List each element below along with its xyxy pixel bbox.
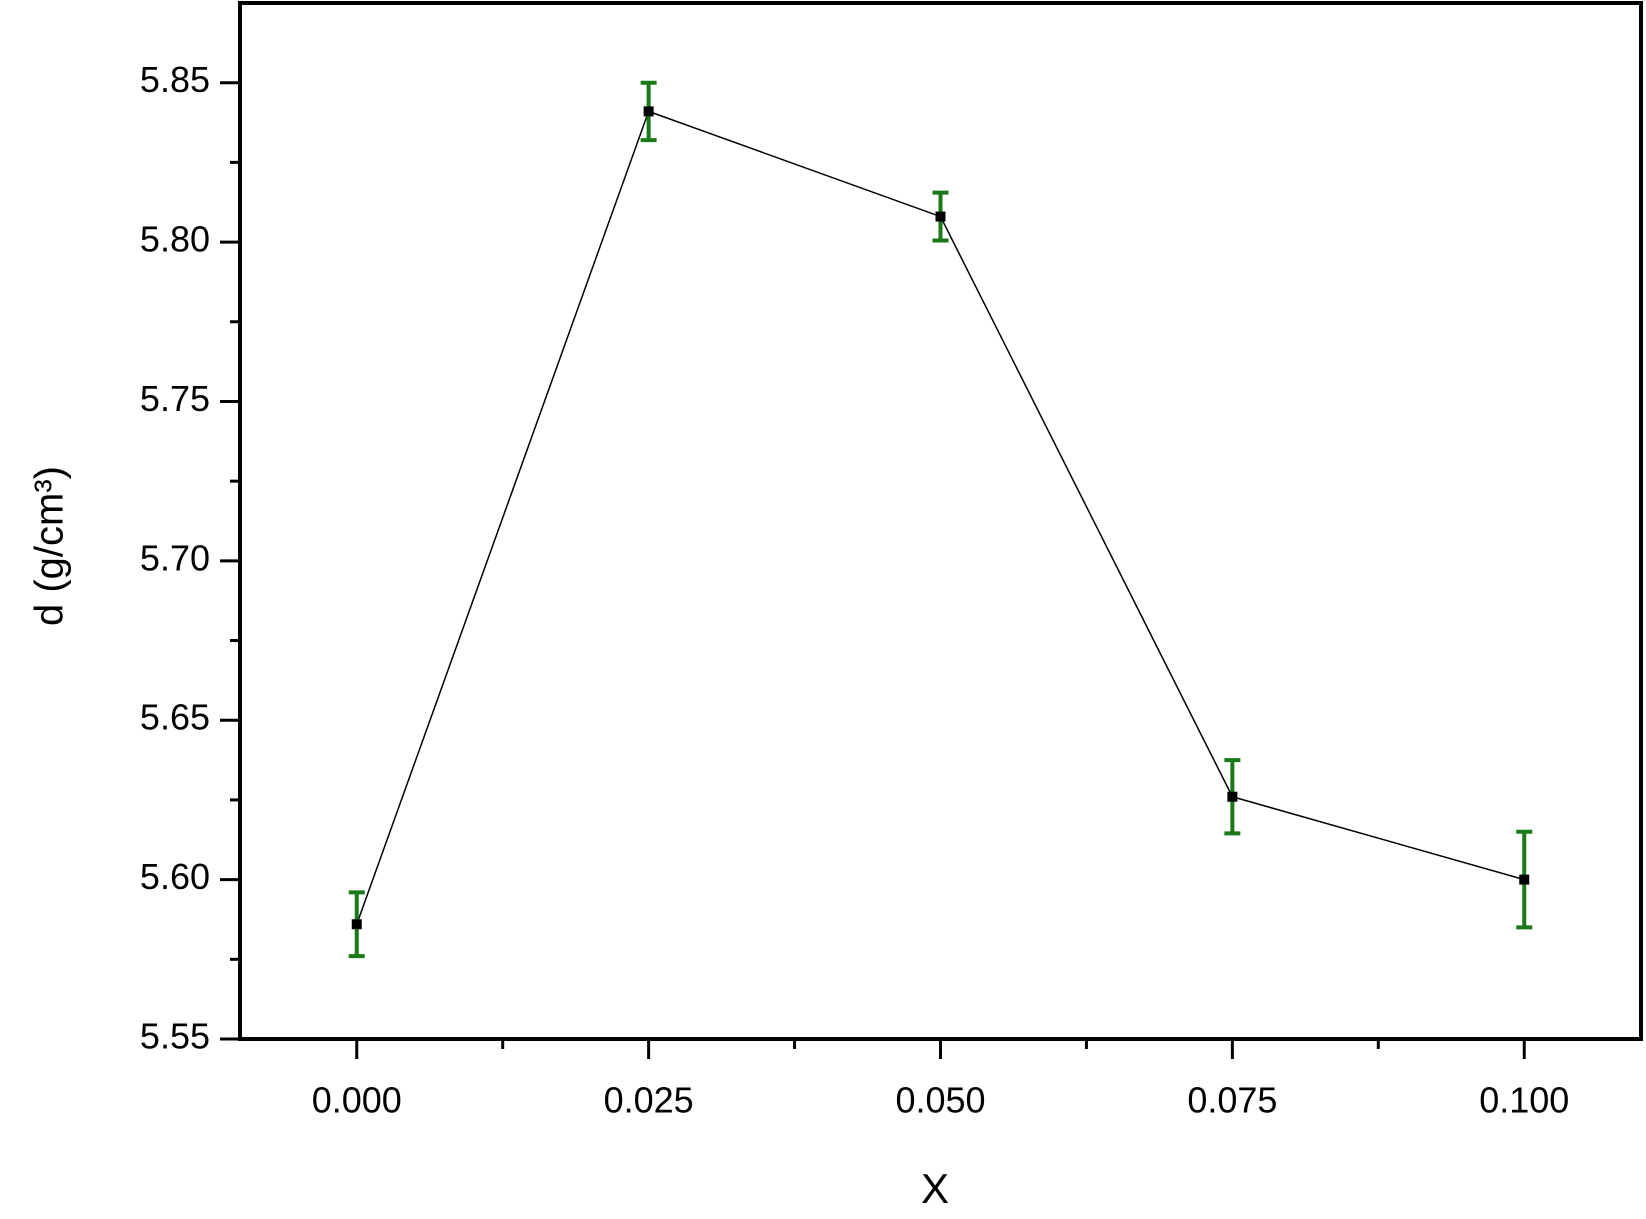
data-point [1519,874,1530,885]
y-axis-label: d (g/cm³) [28,466,72,626]
y-tick-label: 5.85 [140,59,210,100]
x-tick-label: 0.100 [1479,1080,1569,1121]
x-tick-label: 0.000 [312,1080,402,1121]
x-axis-label: X [921,1165,949,1212]
data-point [1227,791,1238,802]
x-tick-label: 0.075 [1187,1080,1277,1121]
y-tick-label: 5.65 [140,697,210,738]
x-tick-label: 0.050 [895,1080,985,1121]
x-tick-label: 0.025 [604,1080,694,1121]
y-tick-label: 5.60 [140,856,210,897]
plot-frame [238,1,1643,1041]
data-point [643,106,654,117]
y-tick-label: 5.55 [140,1016,210,1057]
y-tick-label: 5.80 [140,219,210,260]
y-tick-label: 5.75 [140,378,210,419]
y-tick-label: 5.70 [140,537,210,578]
data-point [351,919,362,930]
data-point [935,211,946,222]
